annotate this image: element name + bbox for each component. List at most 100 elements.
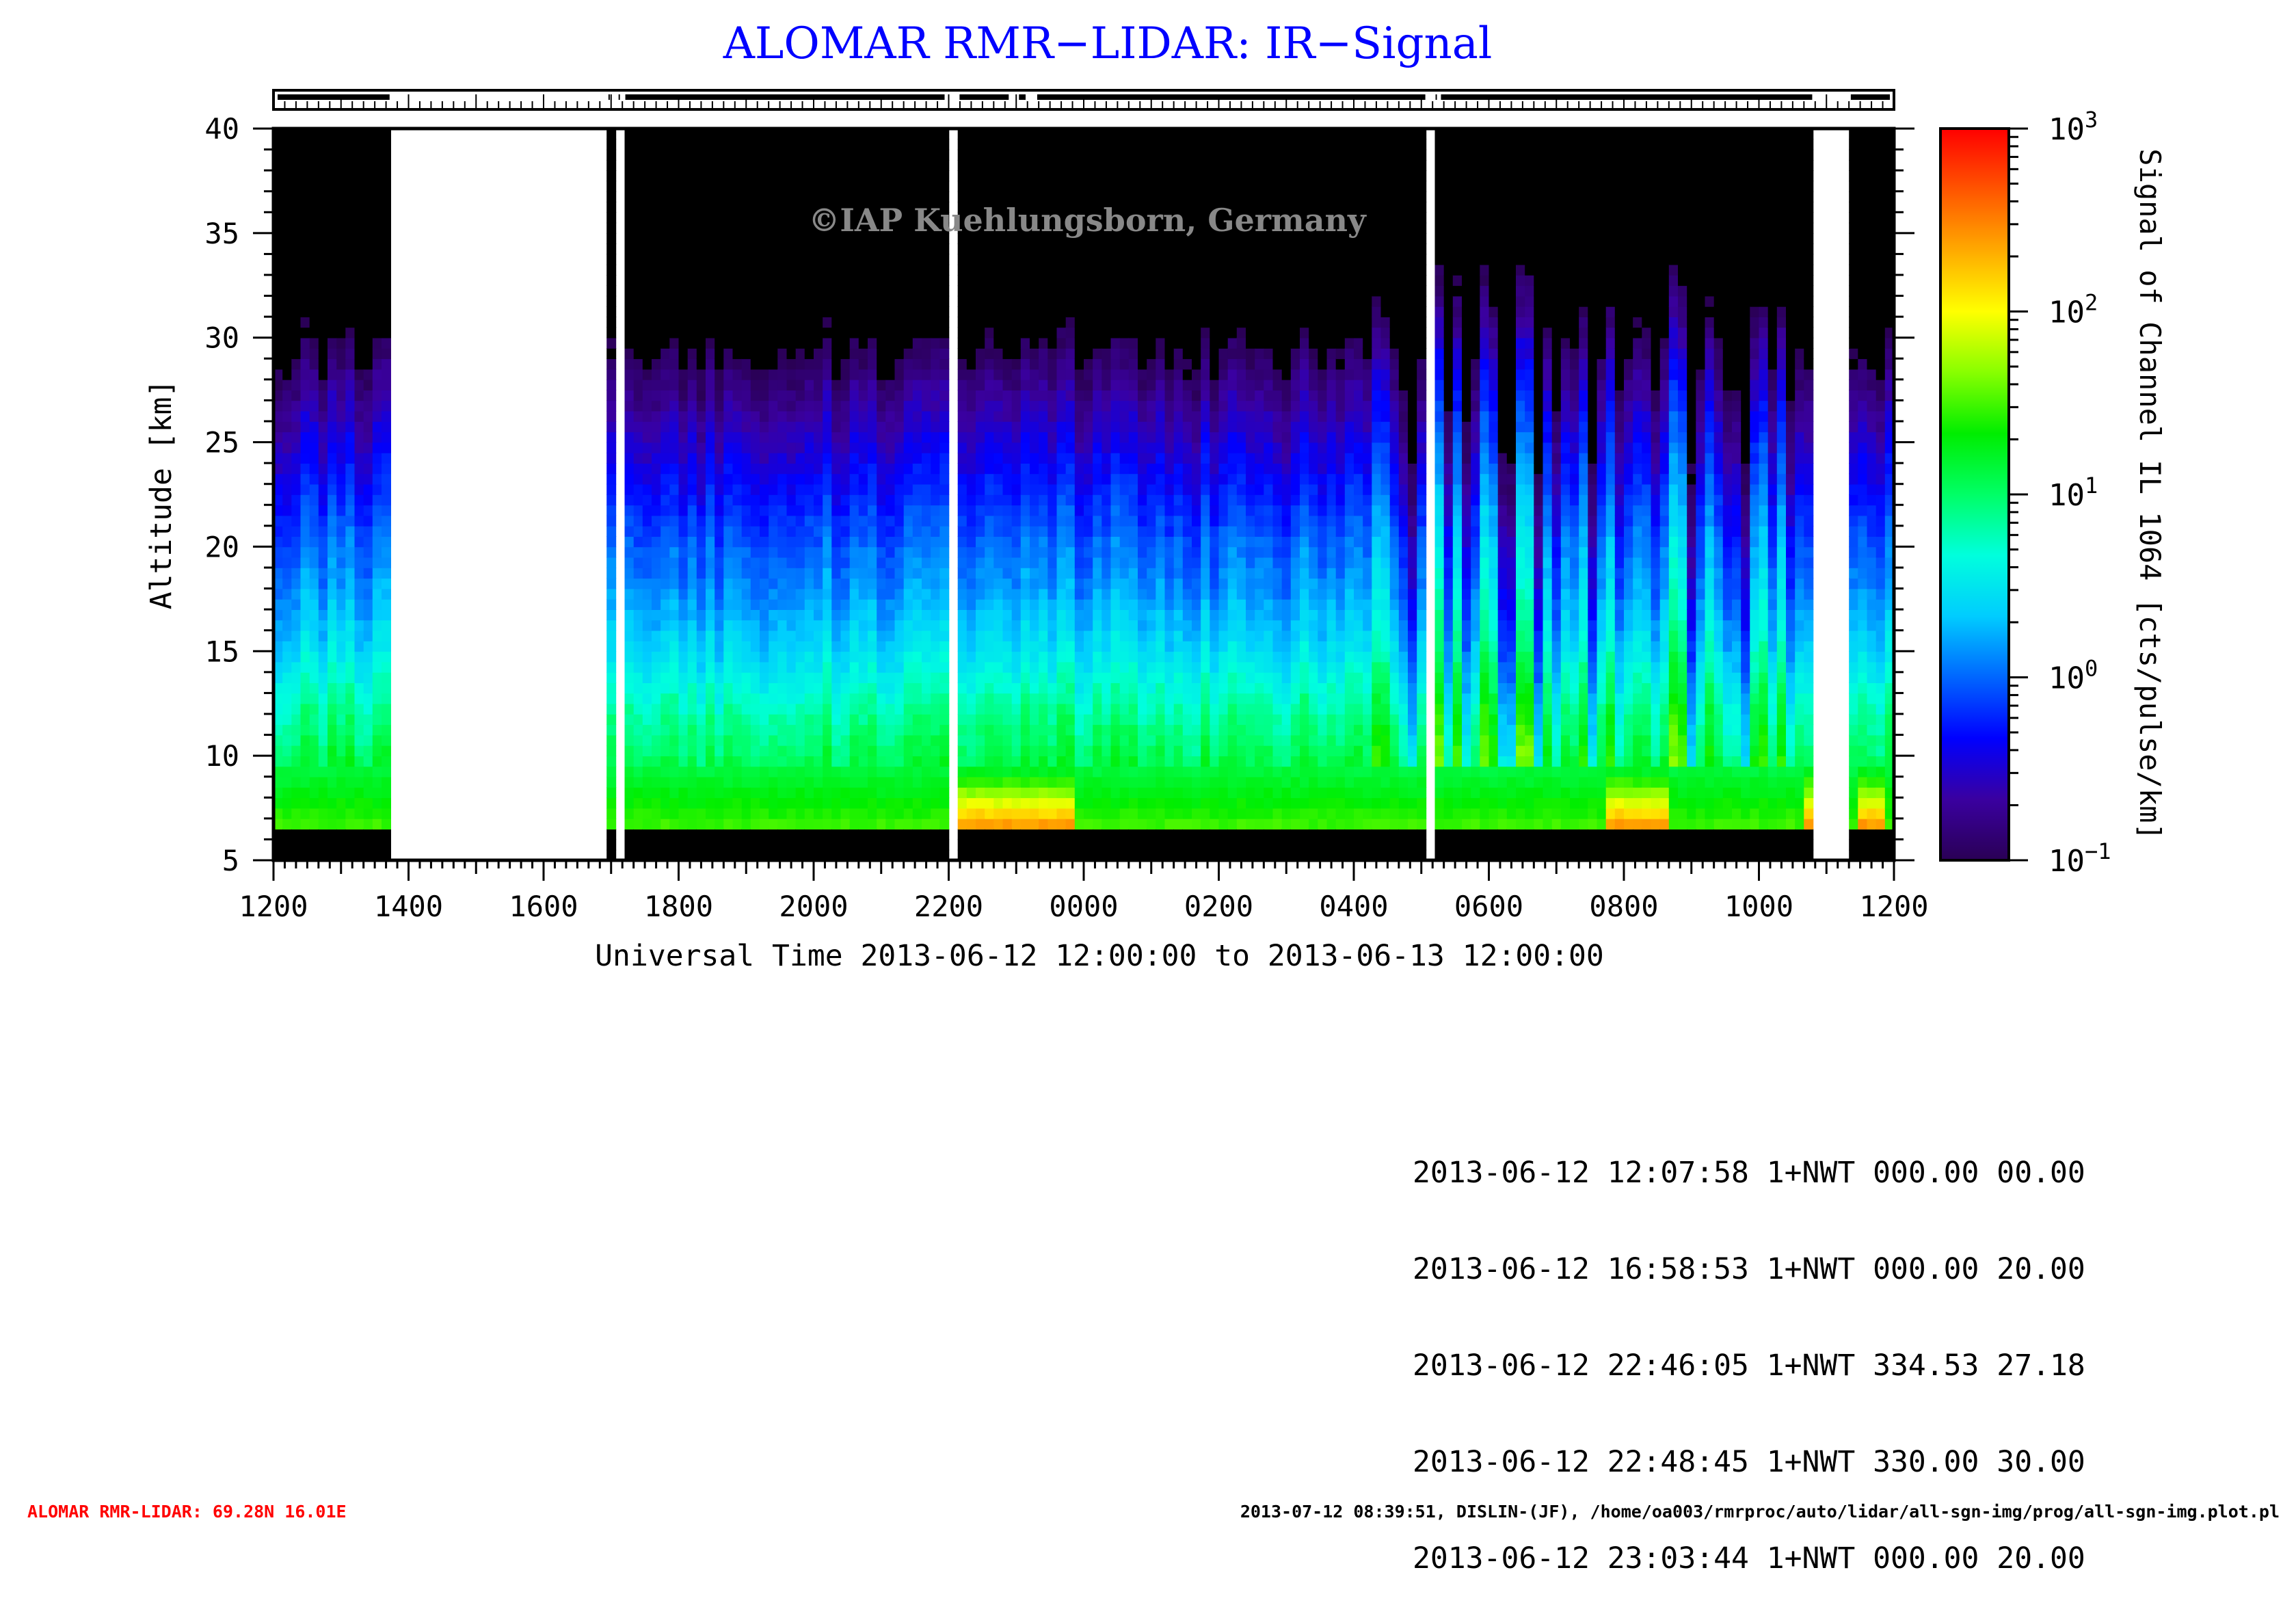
heatmap-cell — [1030, 651, 1039, 662]
heatmap-cell — [652, 442, 661, 453]
heatmap-cell — [301, 536, 310, 547]
heatmap-cell — [751, 505, 760, 516]
heatmap-cell — [733, 390, 743, 401]
heatmap-cell — [742, 546, 751, 557]
heatmap-cell — [679, 651, 689, 662]
heatmap-cell — [751, 704, 760, 715]
heatmap-cell — [1003, 578, 1013, 589]
heatmap-cell — [310, 609, 319, 620]
heatmap-cell — [859, 338, 868, 349]
heatmap-cell — [1030, 317, 1039, 328]
heatmap-cell — [733, 421, 743, 432]
heatmap-cell — [985, 442, 994, 453]
heatmap-cell — [355, 421, 364, 432]
heatmap-cell — [1129, 400, 1138, 411]
heatmap-cell — [751, 745, 760, 756]
heatmap-cell — [985, 620, 994, 630]
heatmap-cell — [814, 139, 823, 150]
heatmap-cell — [697, 348, 706, 359]
heatmap-cell — [796, 599, 805, 610]
heatmap-cell — [742, 254, 751, 265]
heatmap-cell — [751, 348, 760, 359]
heatmap-cell — [985, 473, 994, 484]
heatmap-cell — [760, 589, 769, 600]
heatmap-cell — [895, 150, 905, 161]
heatmap-cell — [985, 766, 994, 777]
heatmap-cell — [993, 265, 1003, 276]
heatmap-cell — [814, 285, 823, 296]
heatmap-cell — [831, 704, 841, 715]
heatmap-cell — [310, 463, 319, 474]
heatmap-cell — [805, 526, 814, 537]
heatmap-cell — [1039, 170, 1048, 181]
heatmap-cell — [1066, 150, 1076, 161]
heatmap-cell — [625, 275, 635, 286]
heatmap-cell — [1084, 797, 1093, 808]
heatmap-cell — [1047, 338, 1057, 349]
heatmap-cell — [967, 756, 976, 767]
heatmap-cell — [922, 766, 931, 777]
heatmap-cell — [606, 797, 616, 808]
heatmap-cell — [715, 243, 724, 254]
heatmap-cell — [787, 797, 797, 808]
heatmap-cell — [706, 473, 715, 484]
heatmap-cell — [688, 411, 697, 422]
heatmap-cell — [913, 672, 922, 683]
heatmap-cell — [877, 442, 886, 453]
heatmap-cell — [715, 170, 724, 181]
heatmap-cell — [868, 348, 877, 359]
heatmap-cell — [355, 536, 364, 547]
heatmap-cell — [1075, 358, 1084, 369]
heatmap-cell — [643, 589, 652, 600]
heatmap-cell — [697, 756, 706, 767]
heatmap-cell — [958, 829, 967, 840]
heatmap-cell — [895, 369, 905, 380]
heatmap-cell — [1021, 348, 1030, 359]
heatmap-cell — [1030, 494, 1039, 505]
heatmap-cell — [733, 380, 743, 390]
heatmap-cell — [328, 160, 337, 171]
heatmap-cell — [643, 568, 652, 579]
heatmap-cell — [1129, 714, 1138, 725]
heatmap-cell — [1138, 693, 1147, 704]
heatmap-cell — [382, 777, 391, 788]
heatmap-cell — [1021, 400, 1030, 411]
heatmap-cell — [688, 463, 697, 474]
heatmap-cell — [931, 620, 940, 630]
heatmap-cell — [715, 327, 724, 338]
heatmap-cell — [1066, 254, 1076, 265]
heatmap-cell — [336, 212, 346, 223]
heatmap-cell — [1120, 756, 1130, 767]
heatmap-cell — [715, 223, 724, 234]
heatmap-cell — [1075, 808, 1084, 819]
heatmap-cell — [291, 682, 301, 693]
heatmap-cell — [787, 724, 797, 735]
heatmap-cell — [319, 306, 328, 317]
heatmap-cell — [669, 453, 679, 464]
heatmap-cell — [364, 285, 373, 296]
heatmap-cell — [355, 390, 364, 401]
heatmap-cell — [688, 358, 697, 369]
heatmap-cell — [652, 265, 661, 276]
heatmap-cell — [688, 630, 697, 641]
heatmap-cell — [777, 546, 787, 557]
heatmap-cell — [1030, 338, 1039, 349]
heatmap-cell — [345, 243, 355, 254]
heatmap-cell — [345, 212, 355, 223]
heatmap-cell — [1075, 630, 1084, 641]
heatmap-cell — [895, 338, 905, 349]
heatmap-cell — [958, 275, 967, 286]
heatmap-cell — [760, 223, 769, 234]
heatmap-cell — [1129, 620, 1138, 630]
heatmap-cell — [652, 724, 661, 735]
heatmap-cell — [913, 724, 922, 735]
heatmap-cell — [606, 641, 616, 652]
heatmap-cell — [328, 390, 337, 401]
heatmap-cell — [345, 641, 355, 652]
heatmap-cell — [814, 265, 823, 276]
heatmap-cell — [733, 568, 743, 579]
heatmap-cell — [364, 516, 373, 527]
heatmap-cell — [958, 431, 967, 442]
heatmap-cell — [796, 170, 805, 181]
heatmap-cell — [364, 348, 373, 359]
